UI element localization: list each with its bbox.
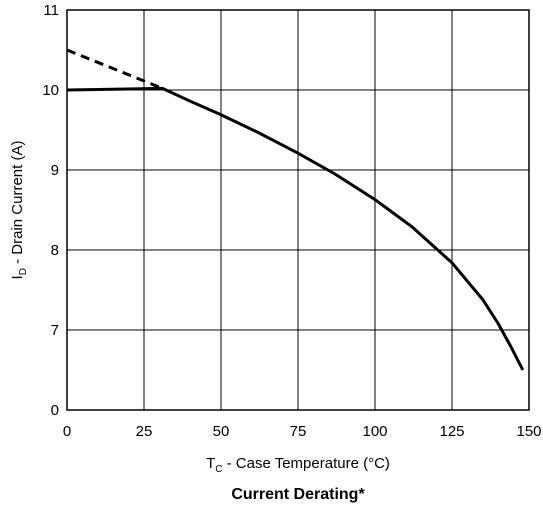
x-tick-label: 25 <box>136 423 153 440</box>
y-tick-label: 11 <box>43 2 59 19</box>
y-tick-label: 0 <box>51 402 59 419</box>
x-tick-label: 50 <box>213 423 230 440</box>
y-tick-label: 8 <box>51 242 59 259</box>
x-label-sub: C <box>215 464 222 475</box>
x-axis-label: TC - Case Temperature (°C) <box>206 455 390 475</box>
plot-frame <box>66 9 530 411</box>
chart-title: Current Derating* <box>231 486 365 503</box>
x-label-rest: - Case Temperature (°C) <box>222 455 389 472</box>
y-axis-label: ID - Drain Current (A) <box>9 141 29 280</box>
x-tick-label: 150 <box>516 423 541 440</box>
y-tick-label: 10 <box>42 82 59 99</box>
x-tick-label: 0 <box>63 423 71 440</box>
y-tick-label: 7 <box>51 322 59 339</box>
x-tick-label: 125 <box>439 423 464 440</box>
y-label-sub: D <box>18 268 29 275</box>
line-series <box>66 86 525 371</box>
x-label-main: T <box>206 455 215 472</box>
x-tick-label: 100 <box>362 423 387 440</box>
y-label-rest: - Drain Current (A) <box>9 141 26 269</box>
line-series <box>66 48 164 90</box>
x-tick-label: 75 <box>290 423 307 440</box>
y-tick-label: 9 <box>51 162 59 179</box>
y-label-main: I <box>9 275 26 279</box>
